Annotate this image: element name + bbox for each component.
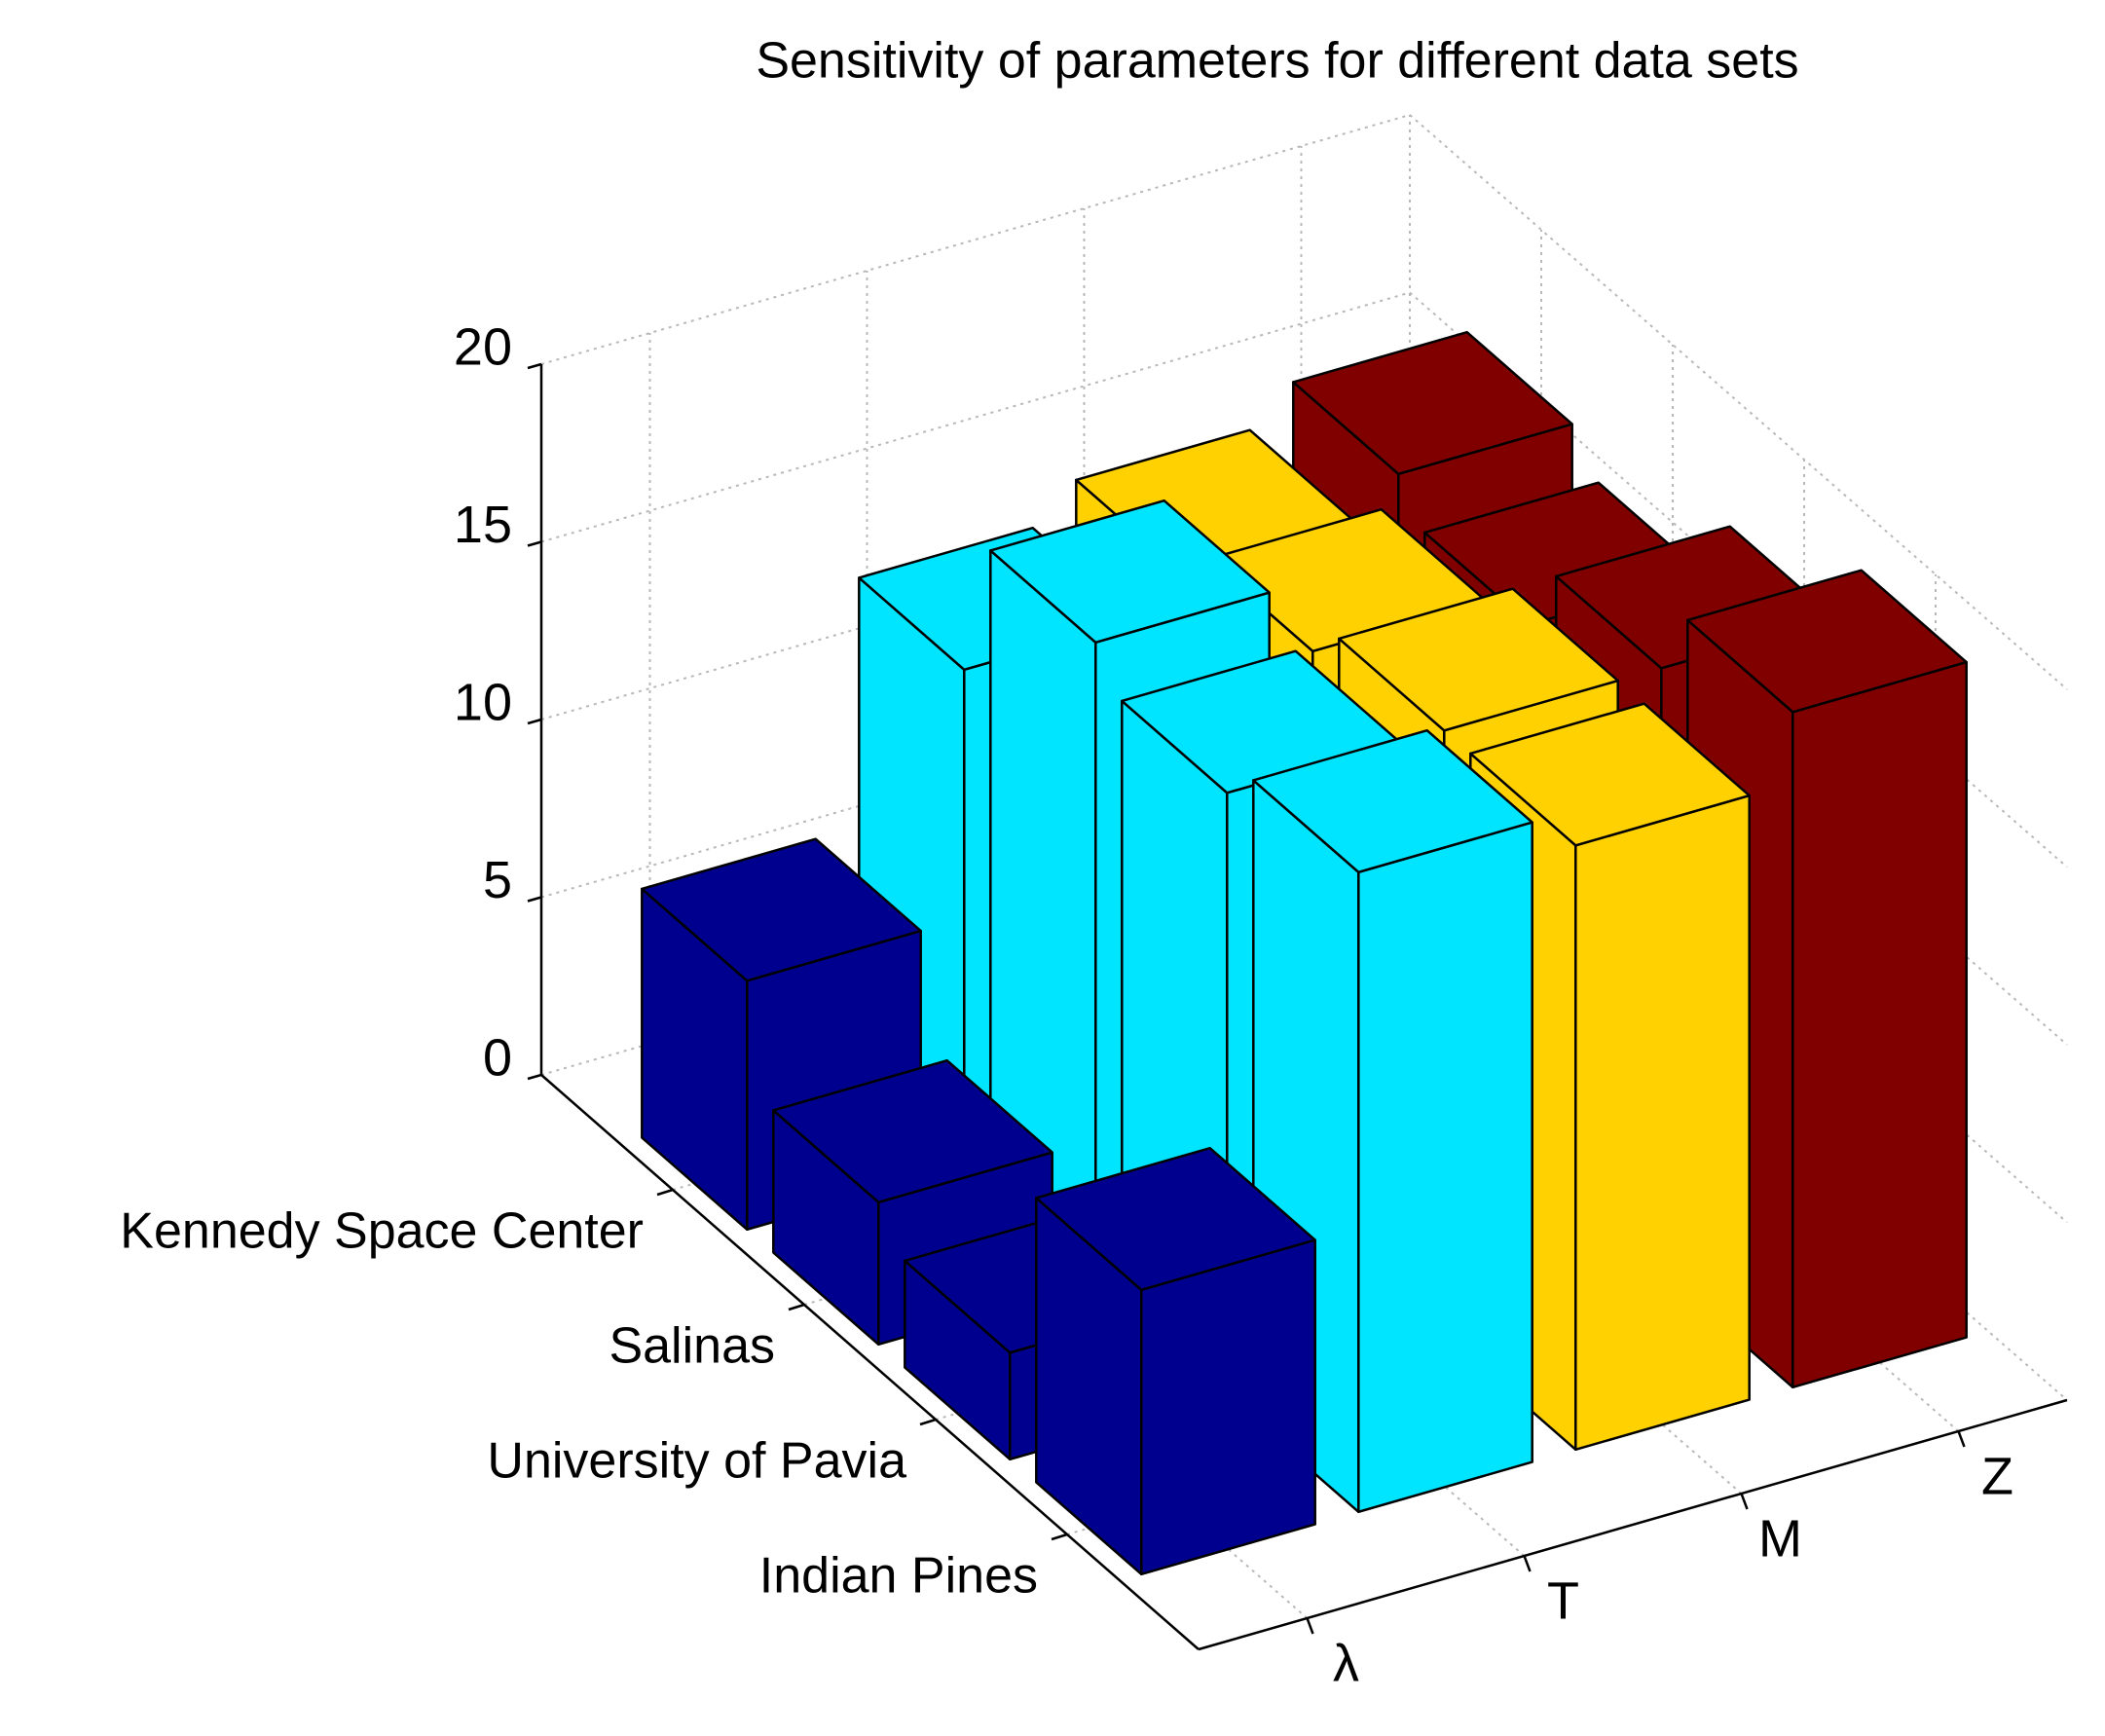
z-tick-label: 0 <box>483 1028 512 1087</box>
z-tick <box>527 1073 542 1081</box>
bar-front-face <box>1357 821 1533 1514</box>
bar-top-face <box>772 1058 1053 1204</box>
x-tick <box>1523 1555 1532 1572</box>
y-axis <box>540 1074 1200 1650</box>
bar-front-face <box>1140 1238 1316 1576</box>
z-tick-label: 5 <box>483 851 512 909</box>
chart-title: Sensitivity of parameters for different … <box>756 33 1798 90</box>
z-tick <box>527 362 542 370</box>
bar-front-face <box>1791 660 1968 1389</box>
bar-front-face <box>1574 794 1751 1452</box>
bar-top-face <box>1292 330 1573 476</box>
z-tick <box>527 540 542 547</box>
grid-line <box>540 114 1411 365</box>
y-tick-label: University of Pavia <box>487 1433 906 1490</box>
z-tick-label: 15 <box>454 496 512 554</box>
bars <box>641 330 1968 1576</box>
bar-top-face <box>1686 569 1968 714</box>
bar-top-face <box>989 499 1271 645</box>
x-tick-label: λ <box>1333 1634 1359 1692</box>
y-tick-label: Indian Pines <box>759 1548 1038 1605</box>
z-tick <box>527 896 542 903</box>
z-tick <box>527 718 542 725</box>
x-tick <box>1957 1430 1966 1448</box>
bar-top-face <box>1338 587 1619 732</box>
x-axis <box>1198 1398 2068 1651</box>
y-tick-label: Salinas <box>609 1318 775 1375</box>
bar <box>1035 1146 1316 1576</box>
bar-top-face <box>641 837 922 982</box>
axes: 0 5 10 15 20 Kennedy Space Center Salinas Unive… <box>120 317 2068 1692</box>
x-tick <box>1306 1617 1314 1635</box>
bar-top-face <box>1469 702 1751 847</box>
bar-top-face <box>1035 1146 1316 1292</box>
y-tick <box>1051 1533 1068 1541</box>
x-tick <box>1740 1493 1749 1510</box>
grid-line <box>1409 114 2068 690</box>
y-tick <box>788 1303 805 1311</box>
y-tick <box>919 1418 937 1426</box>
bar <box>1252 728 1533 1514</box>
y-tick-label: Kennedy Space Center <box>120 1203 644 1260</box>
x-tick-label: T <box>1547 1571 1579 1630</box>
x-tick-label: Z <box>1981 1447 2013 1505</box>
grid-line <box>540 291 1411 543</box>
z-tick-label: 20 <box>454 317 512 376</box>
bar-top-face <box>1252 728 1533 874</box>
z-tick-label: 10 <box>454 673 512 731</box>
y-tick <box>656 1188 674 1197</box>
x-tick-label: M <box>1758 1509 1802 1568</box>
